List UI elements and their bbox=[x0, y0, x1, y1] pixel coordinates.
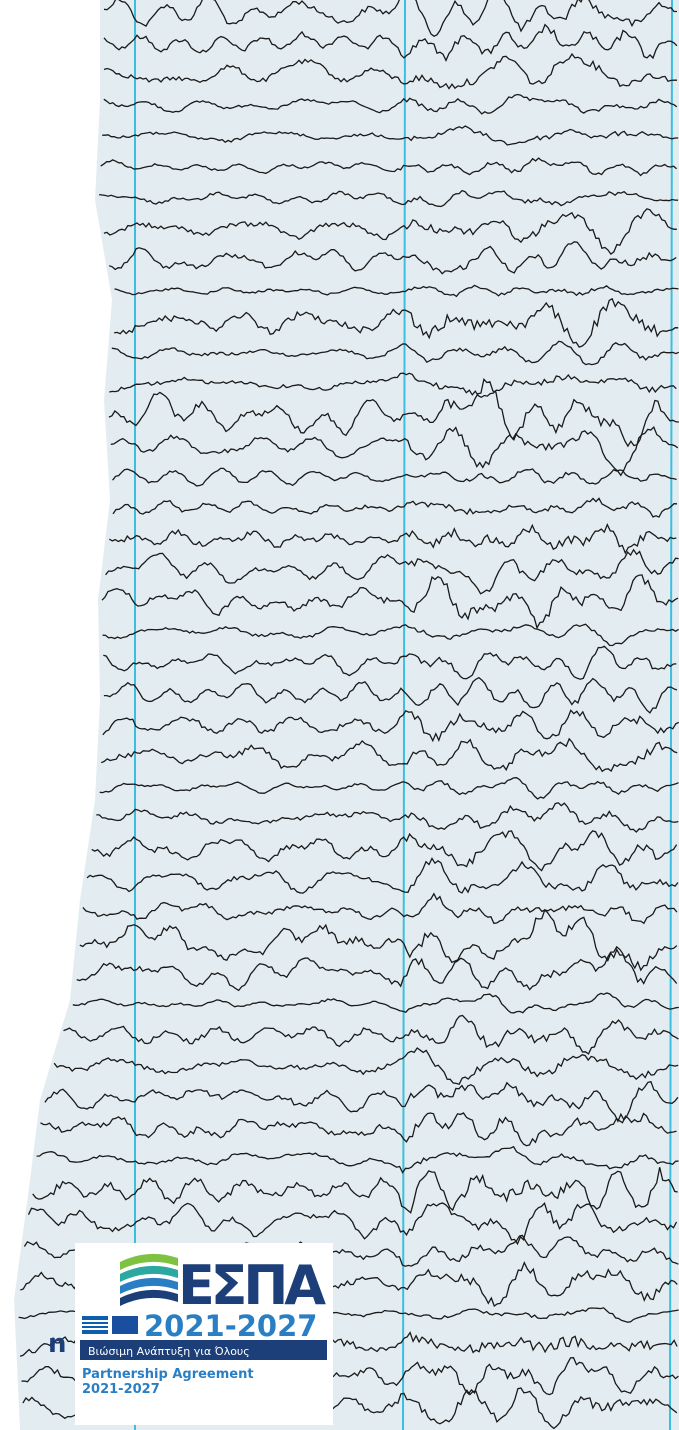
eu-flag bbox=[112, 1316, 138, 1334]
cut-off-text: n bbox=[48, 1329, 67, 1359]
partnership-years: 2021-2027 bbox=[82, 1382, 160, 1397]
logo-title: ΕΣΠΑ bbox=[178, 1254, 326, 1317]
eeg-image: n ΕΣΠΑ 2021-2027 Βιώσιμη Ανάπτυξη για Όλ… bbox=[0, 0, 679, 1430]
espa-logo: ΕΣΠΑ 2021-2027 Βιώσιμη Ανάπτυξη για Όλου… bbox=[75, 1243, 333, 1425]
page: n ΕΣΠΑ 2021-2027 Βιώσιμη Ανάπτυξη για Όλ… bbox=[0, 0, 679, 1430]
greek-flag bbox=[82, 1316, 108, 1334]
logo-tagline: Βιώσιμη Ανάπτυξη για Όλους bbox=[88, 1345, 250, 1358]
logo-years: 2021-2027 bbox=[144, 1309, 317, 1343]
partnership-text: Partnership Agreement bbox=[82, 1367, 254, 1382]
